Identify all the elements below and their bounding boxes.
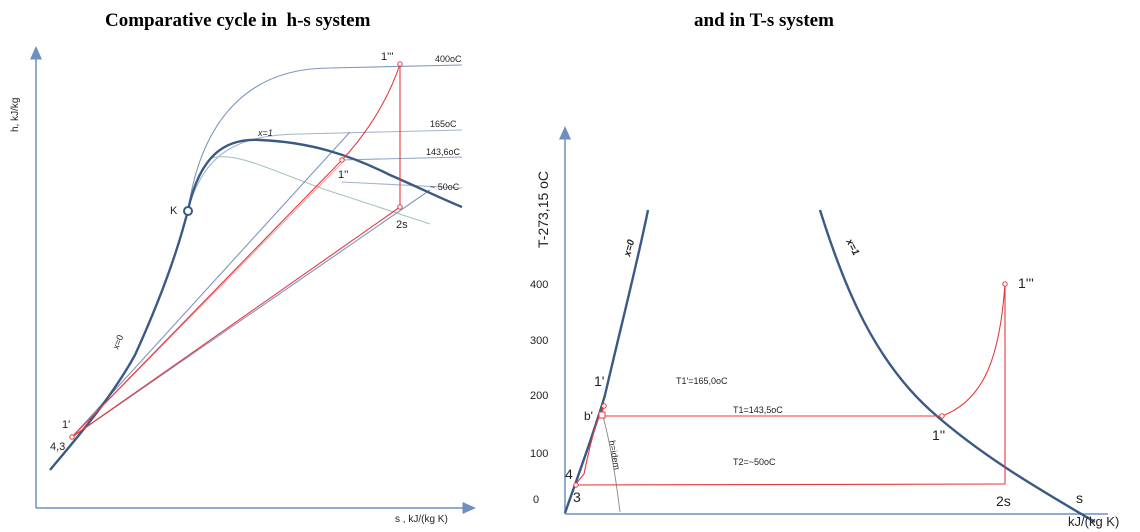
- ts-diagram: T-273,15 oC 400 300 200 100 0 h=idem x=0…: [530, 126, 1119, 529]
- ts-isenthalp-line: [601, 412, 621, 513]
- hs-label-43: 4,3: [50, 441, 65, 453]
- hs-critical-point-label: K: [170, 205, 178, 217]
- hs-diagram: h, kJ/kg s , kJ/(kg K) K x=0 x=1 1''' 1'…: [10, 46, 476, 525]
- ts-label-1pp: 1'': [932, 427, 945, 443]
- hs-diagram-title: Comparative cycle in h-s system: [105, 10, 371, 31]
- ts-x-axis-label-unit: kJ/(kg K): [1068, 514, 1119, 529]
- hs-cycle-ray-1p: [71, 162, 343, 438]
- ts-ytick-200: 200: [530, 390, 548, 402]
- ts-label-1ppp: 1''': [1018, 275, 1034, 291]
- ts-x1-label: x=1: [843, 236, 861, 257]
- ts-y-axis-label: T-273,15 oC: [535, 171, 551, 248]
- ts-x-axis-label-s: s: [1076, 490, 1083, 506]
- hs-cycle-ray-2s: [71, 206, 401, 438]
- hs-label-1p: 1': [62, 419, 70, 431]
- hs-y-axis-label: h, kJ/kg: [10, 98, 21, 132]
- ts-label-2s: 2s: [996, 493, 1011, 509]
- hs-x0-label: x=0: [111, 333, 126, 350]
- hs-isotherm-400: [187, 64, 463, 211]
- hs-critical-point: [183, 206, 193, 216]
- ts-point-4: [573, 482, 579, 488]
- hs-cycle-superheat: [341, 63, 401, 161]
- ts-ytick-300: 300: [530, 335, 548, 347]
- hs-isobar-green: [211, 156, 431, 225]
- ts-saturated-liquid-curve: [563, 209, 650, 514]
- hs-point-1pp: [339, 157, 345, 163]
- hs-isotherm-label-50: ~ 50oC: [430, 182, 460, 192]
- hs-label-2s: 2s: [396, 219, 408, 231]
- hs-saturation-curve: [49, 138, 463, 471]
- ts-temp-label-t1: T1=143,5oC: [733, 405, 783, 415]
- ts-cycle-pump-heat: [574, 405, 605, 486]
- ts-ytick-400: 400: [530, 279, 548, 291]
- hs-isotherm-50: [341, 181, 463, 189]
- hs-isotherm-label-165: 165oC: [430, 119, 457, 129]
- ts-label-bp: b': [584, 409, 593, 423]
- ts-saturated-vapor-curve: [818, 209, 1096, 524]
- hs-isotherm-label-400: 400oC: [435, 54, 462, 64]
- hs-point-1ppp: [397, 61, 403, 67]
- hs-x-axis-label: s , kJ/(kg K): [395, 514, 448, 525]
- ts-temp-label-t1p: T1'=165,0oC: [676, 376, 728, 386]
- ts-cycle-condensation: [575, 483, 1006, 486]
- ts-point-1p: [601, 403, 607, 409]
- hs-isotherm-label-143: 143,6oC: [426, 147, 461, 157]
- hs-x1-label: x=1: [257, 128, 273, 138]
- ts-isenthalp-label: h=idem: [607, 440, 622, 471]
- hs-isotherm-143: [339, 156, 463, 161]
- hs-point-2s: [397, 204, 403, 210]
- ts-ytick-0: 0: [533, 494, 539, 506]
- ts-point-bp: [598, 411, 606, 419]
- hs-label-1ppp: 1''': [381, 51, 393, 63]
- hs-ray-50: [71, 189, 431, 438]
- hs-label-1pp: 1'': [338, 169, 348, 181]
- ts-label-1p: 1': [594, 373, 604, 389]
- hs-isotherm-165: [187, 129, 463, 211]
- ts-x0-label: x=0: [622, 238, 637, 259]
- ts-label-4: 4: [565, 466, 573, 482]
- hs-ray-165: [71, 131, 351, 438]
- ts-point-1ppp: [1002, 281, 1008, 287]
- hs-point-43: [69, 434, 75, 440]
- ts-diagram-title: and in T-s system: [694, 10, 834, 31]
- ts-label-3: 3: [573, 489, 581, 505]
- ts-point-1pp: [939, 413, 945, 419]
- ts-cycle-superheat: [941, 283, 1006, 417]
- ts-ytick-100: 100: [530, 448, 548, 460]
- ts-temp-label-t2: T2=~50oC: [733, 457, 776, 467]
